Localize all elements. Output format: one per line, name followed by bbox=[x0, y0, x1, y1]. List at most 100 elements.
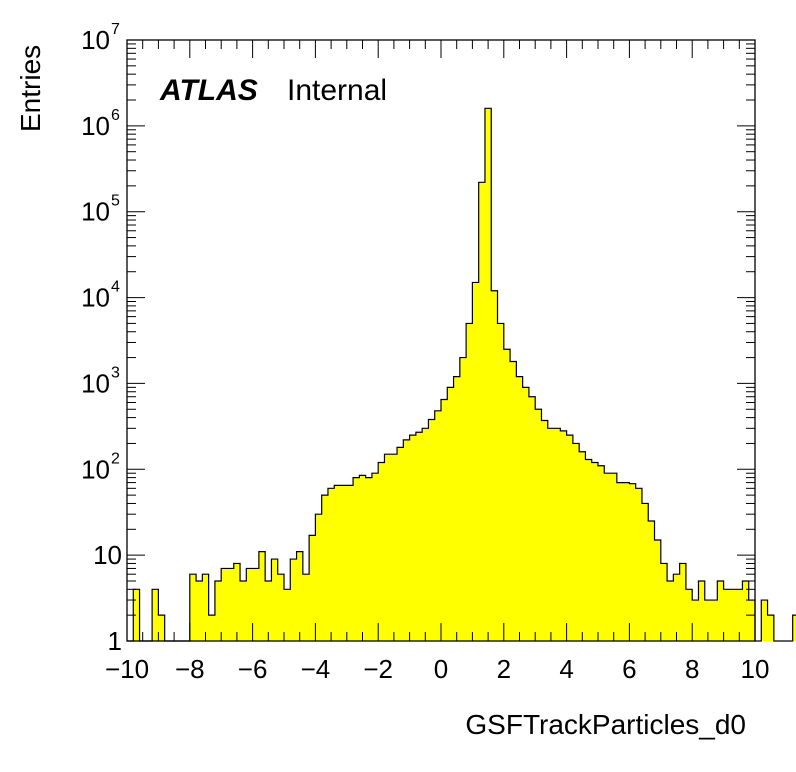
histogram-bin bbox=[296, 551, 304, 641]
histogram-bin bbox=[371, 473, 379, 641]
histogram-bin bbox=[604, 473, 611, 641]
histogram-bin bbox=[453, 376, 461, 641]
histogram-bin bbox=[654, 540, 662, 641]
histogram-bin bbox=[679, 563, 687, 641]
internal-label: Internal bbox=[287, 74, 387, 107]
histogram-bin bbox=[240, 580, 247, 641]
x-tick-label: −2 bbox=[363, 654, 393, 684]
histogram-bin bbox=[353, 477, 360, 641]
histogram-bin bbox=[748, 600, 756, 641]
histogram-bin bbox=[158, 615, 165, 641]
y-tick-exponent: 4 bbox=[111, 279, 120, 296]
histogram-bin bbox=[208, 615, 216, 641]
x-tick-label: −4 bbox=[301, 654, 331, 684]
histogram-bin bbox=[284, 589, 291, 641]
y-tick-label: 10 bbox=[81, 25, 110, 55]
histogram-bin bbox=[667, 580, 674, 641]
x-axis-title: GSFTrackParticles_d0 bbox=[465, 709, 746, 740]
histogram-bin bbox=[503, 349, 511, 641]
histogram-bin bbox=[685, 589, 693, 641]
histogram-bin bbox=[428, 419, 436, 641]
histogram-bin bbox=[365, 477, 373, 641]
histogram-bin bbox=[692, 600, 699, 641]
histogram-bin bbox=[673, 574, 680, 641]
histogram-bin bbox=[315, 514, 322, 641]
histogram-bin bbox=[214, 580, 222, 641]
y-tick-label: 10 bbox=[81, 197, 110, 227]
histogram-bin bbox=[591, 462, 599, 641]
histogram-bin bbox=[792, 615, 796, 641]
histogram-bin bbox=[227, 568, 235, 641]
histogram-bin bbox=[277, 574, 285, 641]
histogram-bin bbox=[554, 428, 561, 641]
histogram-bin bbox=[641, 503, 649, 641]
histogram-bin bbox=[196, 580, 203, 641]
histogram-bin bbox=[598, 465, 605, 641]
histogram-bin bbox=[189, 574, 197, 641]
histogram-bin bbox=[309, 535, 316, 641]
histogram-bin bbox=[422, 428, 429, 641]
histogram-bin bbox=[290, 559, 297, 641]
histogram-bin bbox=[447, 387, 454, 641]
histogram-bin bbox=[252, 568, 260, 641]
x-tick-label: 6 bbox=[622, 654, 636, 684]
histogram-bin bbox=[478, 182, 486, 641]
y-tick-label: 10 bbox=[81, 111, 110, 141]
histogram-bin bbox=[334, 485, 341, 641]
histogram-bin bbox=[384, 454, 392, 641]
x-tick-label: 8 bbox=[685, 654, 699, 684]
histogram-bin bbox=[397, 447, 404, 641]
y-tick-exponent: 3 bbox=[111, 364, 120, 381]
x-tick-label: −6 bbox=[238, 654, 268, 684]
histogram-bin bbox=[547, 428, 555, 641]
histogram-bin bbox=[378, 462, 385, 641]
histogram-bin bbox=[560, 430, 567, 641]
histogram-bin bbox=[535, 409, 542, 641]
histogram-bin bbox=[528, 396, 536, 641]
histogram-bin bbox=[648, 520, 655, 641]
histogram-bin bbox=[466, 323, 473, 641]
histogram-bin bbox=[441, 399, 448, 641]
histogram-bin bbox=[390, 454, 398, 641]
histogram-bin bbox=[585, 459, 593, 641]
histogram-bin bbox=[403, 439, 410, 641]
histogram-bin bbox=[459, 357, 467, 641]
histogram-bin bbox=[610, 473, 618, 641]
histogram-bin bbox=[359, 475, 366, 641]
histogram-bin bbox=[434, 410, 442, 641]
histogram-bin bbox=[202, 574, 209, 641]
histogram-bin bbox=[133, 589, 140, 641]
histogram-bin bbox=[233, 563, 241, 641]
x-tick-label: 0 bbox=[434, 654, 448, 684]
y-tick-label: 10 bbox=[93, 540, 122, 570]
histogram-bin bbox=[491, 290, 498, 641]
histogram-bin bbox=[340, 485, 348, 641]
y-tick-exponent: 5 bbox=[111, 193, 120, 210]
histogram-bin bbox=[516, 376, 523, 641]
histogram-bin bbox=[258, 551, 266, 641]
y-tick-exponent: 7 bbox=[111, 21, 120, 38]
histogram-bin bbox=[698, 580, 706, 641]
x-tick-label: −8 bbox=[175, 654, 205, 684]
histogram-bin bbox=[572, 443, 580, 641]
histogram-bin bbox=[729, 589, 737, 641]
y-tick-label: 10 bbox=[81, 454, 110, 484]
histogram-outline bbox=[127, 107, 796, 642]
histogram-bin bbox=[346, 485, 354, 641]
y-tick-label: 1 bbox=[108, 626, 122, 656]
histogram-bin bbox=[415, 432, 423, 641]
histogram-bars bbox=[133, 108, 796, 641]
histogram-bin bbox=[761, 600, 768, 641]
atlas-label: ATLAS bbox=[159, 74, 258, 107]
histogram-bin bbox=[302, 574, 310, 641]
histogram-bin bbox=[736, 589, 743, 641]
histogram-bin bbox=[484, 108, 492, 641]
histogram-bin bbox=[409, 435, 417, 641]
histogram-bin bbox=[265, 580, 272, 641]
y-tick-exponent: 6 bbox=[111, 107, 120, 124]
histogram-bin bbox=[271, 559, 279, 641]
histogram-bin bbox=[541, 420, 549, 641]
x-tick-label: 2 bbox=[497, 654, 511, 684]
